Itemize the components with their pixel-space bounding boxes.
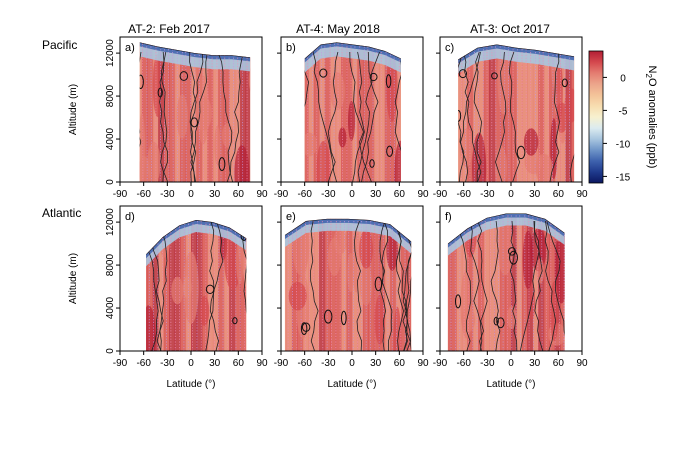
panel-1: a) -90 -60 -30 0 30 60 90 0 4000 8000 12000 Altitude… [68, 36, 268, 200]
panels: a) -90 -60 -30 0 30 60 90 0 4000 8000 12000 Altitude… [68, 36, 588, 390]
column-titles: AT-2: Feb 2017 AT-4: May 2018 AT-3: Oct … [128, 22, 550, 36]
colorbar-label: N2O anomalies (ppb) [644, 66, 658, 169]
panel-6: f) -90 -60 -30 0 30 60 90 Latitude (°) [433, 205, 588, 390]
x-tick-label: -90 [113, 358, 128, 369]
panel-label: d) [125, 211, 135, 223]
y-axis-title: Altitude (m) [68, 253, 79, 304]
x-tick-label: 0 [349, 358, 355, 369]
colorbar-tick-label: 0 [620, 73, 626, 84]
y-tick-label: 8000 [105, 254, 116, 277]
x-tick-label: 60 [553, 189, 565, 200]
x-tick-label: -30 [321, 358, 336, 369]
x-tick-label: 90 [576, 358, 588, 369]
x-tick-label: 0 [508, 189, 514, 200]
y-tick-label: 12000 [105, 39, 116, 67]
row-labels: Pacific Atlantic [42, 38, 81, 220]
panel-label: a) [125, 42, 135, 54]
x-tick-label: 90 [576, 189, 588, 200]
col-title-2: AT-4: May 2018 [296, 22, 380, 36]
col-title-1: AT-2: Feb 2017 [128, 22, 210, 36]
x-tick-label: -30 [480, 189, 495, 200]
x-axis-title: Latitude (°) [486, 379, 535, 390]
panel-label: f) [445, 211, 452, 223]
y-tick-label: 4000 [105, 296, 116, 319]
x-tick-label: -60 [456, 189, 471, 200]
x-tick-label: 0 [188, 189, 194, 200]
x-tick-label: 90 [417, 358, 429, 369]
x-tick-label: 60 [394, 358, 406, 369]
y-tick-label: 4000 [105, 127, 116, 150]
x-tick-label: 90 [256, 189, 268, 200]
x-tick-label: 60 [233, 189, 245, 200]
panel-5: e) -90 -60 -30 0 30 60 90 Latitude (°) [274, 205, 429, 390]
row-label-pacific: Pacific [42, 38, 77, 52]
colorbar-tick-label: -5 [619, 106, 628, 117]
x-tick-label: -90 [113, 189, 128, 200]
row-label-atlantic: Atlantic [42, 206, 81, 220]
x-tick-label: -30 [480, 358, 495, 369]
panel-4: d) -90 -60 -30 0 30 60 90 0 4000 8000 12000 Altitude… [68, 205, 268, 390]
x-tick-label: 0 [508, 358, 514, 369]
x-tick-label: -90 [433, 358, 448, 369]
y-tick-label: 0 [105, 179, 116, 185]
colorbar-tick-label: -15 [616, 172, 631, 183]
panel-3: c) -90 -60 -30 0 30 60 90 [433, 36, 588, 200]
panel-label: b) [286, 42, 296, 54]
x-tick-label: 30 [529, 189, 541, 200]
x-tick-label: -60 [136, 189, 151, 200]
x-tick-label: -30 [160, 189, 175, 200]
y-tick-label: 12000 [105, 208, 116, 236]
x-tick-label: -60 [297, 358, 312, 369]
x-tick-label: 60 [553, 358, 565, 369]
x-tick-label: 90 [417, 189, 429, 200]
panel-2: b) -90 -60 -30 0 30 60 90 [274, 36, 429, 200]
colorbar-tick-label: -10 [616, 139, 631, 150]
y-tick-label: 8000 [105, 85, 116, 108]
x-tick-label: -90 [433, 189, 448, 200]
x-tick-label: 30 [370, 358, 382, 369]
x-tick-label: 60 [233, 358, 245, 369]
x-tick-label: -60 [456, 358, 471, 369]
x-tick-label: 30 [209, 189, 221, 200]
col-title-3: AT-3: Oct 2017 [470, 22, 550, 36]
panel-label: c) [445, 42, 454, 54]
x-tick-label: -60 [297, 189, 312, 200]
x-tick-label: 0 [349, 189, 355, 200]
x-axis-title: Latitude (°) [166, 379, 215, 390]
y-tick-label: 0 [105, 348, 116, 354]
x-tick-label: 60 [394, 189, 406, 200]
x-tick-label: -30 [321, 189, 336, 200]
x-tick-label: -30 [160, 358, 175, 369]
x-tick-label: 0 [188, 358, 194, 369]
x-axis-title: Latitude (°) [327, 379, 376, 390]
panel-label: e) [286, 211, 296, 223]
x-tick-label: 30 [529, 358, 541, 369]
x-tick-label: 90 [256, 358, 268, 369]
x-tick-label: 30 [370, 189, 382, 200]
colorbar-scale [588, 50, 604, 184]
y-axis-title: Altitude (m) [68, 84, 79, 135]
x-tick-label: -90 [274, 358, 289, 369]
x-tick-label: -90 [274, 189, 289, 200]
x-tick-label: 30 [209, 358, 221, 369]
x-tick-label: -60 [136, 358, 151, 369]
colorbar: 0 -5 -10 -15 N2O anomalies (ppb) [588, 50, 658, 184]
